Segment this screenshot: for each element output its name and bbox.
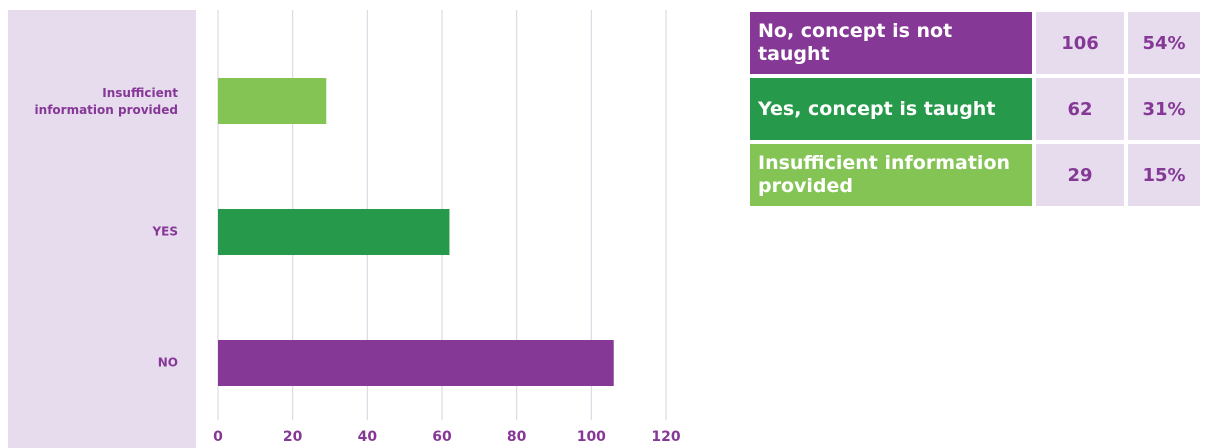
- summary-table: No, concept is not taught 106 54% Yes, conc…: [746, 8, 1204, 210]
- percent-cell: 31%: [1128, 78, 1200, 140]
- table-row: Yes, concept is taught 62 31%: [750, 78, 1200, 140]
- x-tick-label: 0: [213, 429, 223, 445]
- chart: 0 20 40 60 80 100 120 Insufficient information p…: [8, 10, 681, 448]
- row-label: No, concept is not taught: [750, 12, 1032, 74]
- x-tick-label: 20: [283, 429, 303, 445]
- count-cell: 29: [1036, 144, 1124, 206]
- bar: [218, 78, 327, 124]
- table-row: Insufficient information provided 29 15%: [750, 144, 1200, 206]
- y-tick-label: Insufficient information provided: [35, 86, 179, 117]
- table-row: No, concept is not taught 106 54%: [750, 12, 1200, 74]
- x-tick-label: 120: [651, 429, 680, 445]
- percent-cell: 54%: [1128, 12, 1200, 74]
- row-label: Yes, concept is taught: [750, 78, 1032, 140]
- x-tick-label: 60: [432, 429, 452, 445]
- percent-cell: 15%: [1128, 144, 1200, 206]
- count-cell: 62: [1036, 78, 1124, 140]
- count-cell: 106: [1036, 12, 1124, 74]
- x-tick-label: 40: [358, 429, 378, 445]
- x-tick-label: 80: [507, 429, 527, 445]
- bar: [218, 340, 614, 386]
- bar: [218, 209, 450, 255]
- x-tick-label: 100: [577, 429, 606, 445]
- y-tick-label: NO: [158, 356, 178, 370]
- row-label: Insufficient information provided: [750, 144, 1032, 206]
- label-panel: [8, 10, 196, 448]
- y-tick-label: YES: [151, 225, 178, 239]
